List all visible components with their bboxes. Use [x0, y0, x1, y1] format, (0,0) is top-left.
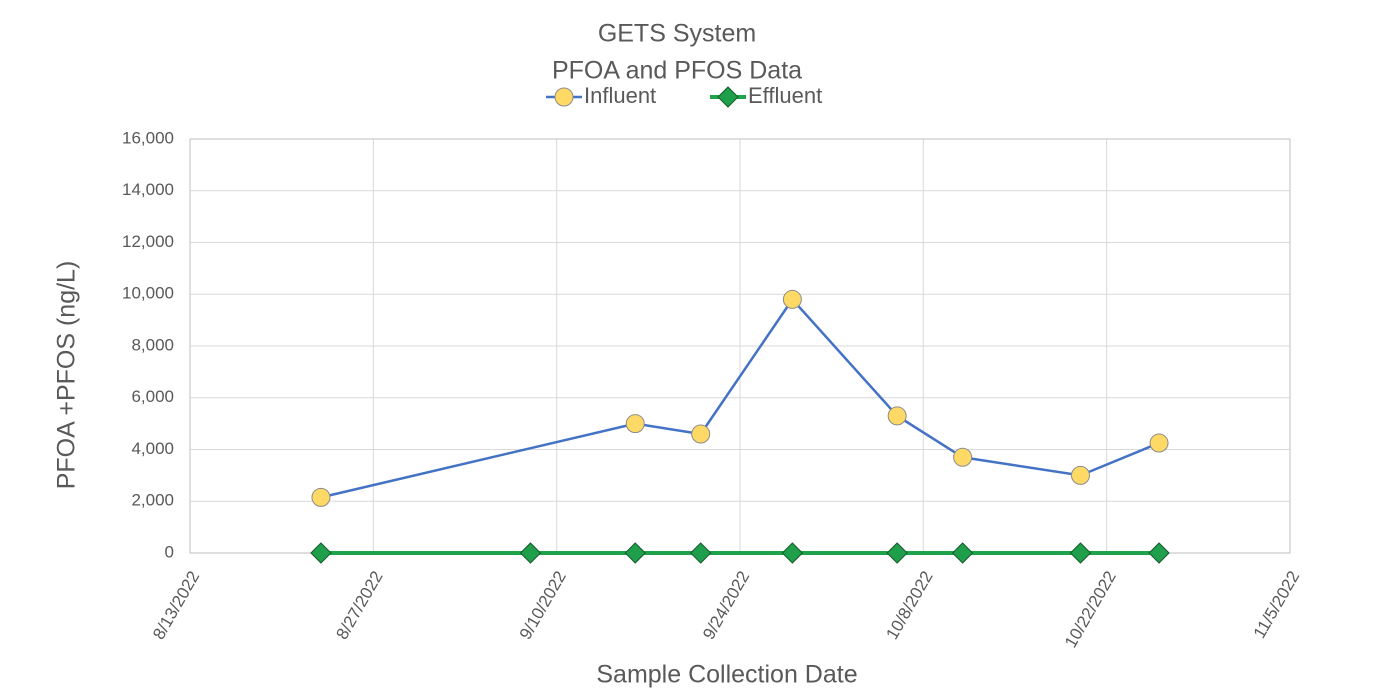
data-point — [691, 424, 711, 444]
x-tick-label: 9/10/2022 — [516, 568, 570, 643]
data-point — [887, 406, 907, 426]
data-point — [625, 414, 645, 434]
x-tick-label: 11/5/2022 — [1250, 568, 1304, 642]
data-point — [624, 542, 646, 564]
data-point — [519, 542, 542, 564]
legend-label: Influent — [584, 83, 656, 108]
legend-label: Effluent — [748, 83, 822, 108]
chart-title: GETS System — [598, 20, 756, 48]
y-tick-label: 14,000 — [122, 180, 174, 199]
data-point — [782, 289, 802, 309]
data-point — [781, 542, 804, 564]
data-point — [951, 542, 974, 564]
data-point — [953, 447, 973, 467]
data-point — [886, 542, 908, 564]
y-tick-label: 2,000 — [131, 491, 174, 510]
x-tick-label: 9/24/2022 — [699, 568, 753, 643]
y-tick-label: 0 — [165, 542, 174, 561]
x-axis-label: Sample Collection Date — [596, 661, 857, 689]
data-point — [1069, 542, 1092, 564]
data-point — [310, 542, 332, 564]
legend-marker — [717, 86, 739, 108]
data-point — [1070, 465, 1090, 485]
x-tick-label: 10/8/2022 — [882, 568, 936, 643]
y-axis-label: PFOA +PFOS (ng/L) — [53, 261, 81, 490]
chart-subtitle: PFOA and PFOS Data — [552, 57, 802, 85]
y-tick-label: 16,000 — [122, 128, 174, 147]
y-tick-label: 6,000 — [131, 387, 174, 406]
y-tick-label: 8,000 — [131, 335, 174, 354]
data-point — [1149, 433, 1169, 453]
legend-marker — [554, 87, 574, 107]
y-tick-label: 4,000 — [131, 439, 174, 458]
y-tick-label: 10,000 — [122, 284, 174, 303]
data-point — [690, 542, 712, 564]
data-point — [311, 487, 331, 507]
series-line — [320, 297, 1160, 499]
y-tick-label: 12,000 — [122, 232, 174, 251]
data-point — [1148, 542, 1170, 564]
x-tick-label: 8/27/2022 — [332, 568, 386, 643]
x-tick-label: 10/22/2022 — [1061, 568, 1120, 651]
x-tick-label: 8/13/2022 — [149, 568, 203, 643]
